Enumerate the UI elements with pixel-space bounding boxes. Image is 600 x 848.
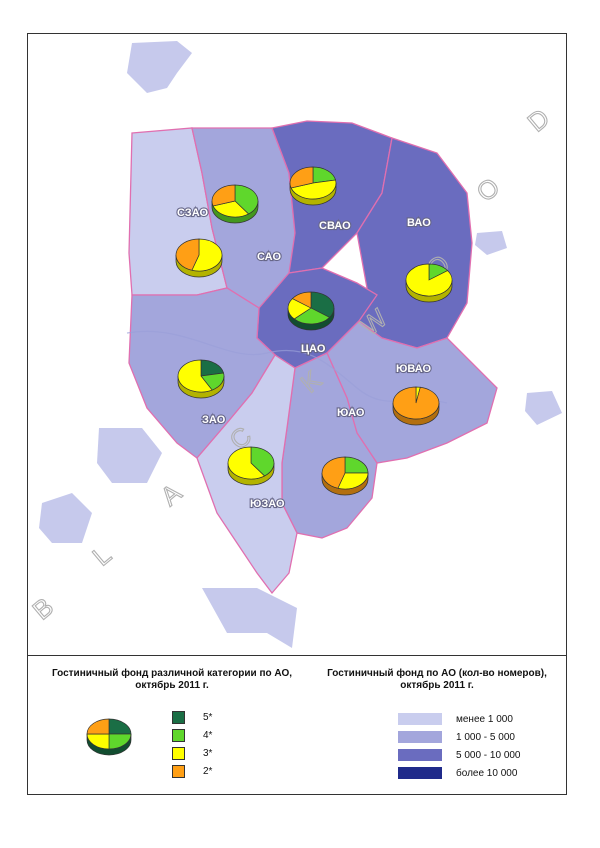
vao-pie-slice-3star <box>405 263 453 297</box>
pie-szao <box>175 238 223 278</box>
watermark-letter: A <box>155 477 188 512</box>
legend-category-row: 2* <box>172 765 212 778</box>
legend-band-row: более 10 000 <box>398 767 517 779</box>
district-label-cao: ЦАО <box>301 343 326 355</box>
legend-band-label: более 10 000 <box>456 767 518 779</box>
legend-band-label: менее 1 000 <box>456 713 513 725</box>
legend-pie-slice-5star <box>108 718 132 735</box>
yuzao-pie-slice-3star <box>227 446 266 480</box>
pie-yuvao <box>392 386 440 426</box>
cao-pie-slice-5star <box>310 291 335 318</box>
swatch-4star <box>172 729 185 742</box>
legend-right-title: Гостиничный фонд по АО (кол-во номеров),… <box>327 668 547 691</box>
legend-left-title: Гостиничный фонд различной категории по … <box>51 668 293 691</box>
pie-vao <box>405 263 453 303</box>
pie-sao <box>211 184 259 224</box>
legend-band-row: 1 000 - 5 000 <box>398 731 515 743</box>
district-label-zao: ЗАО <box>202 414 226 426</box>
legend-band-row: менее 1 000 <box>398 713 513 725</box>
outer-territory <box>97 428 162 483</box>
pie-svao <box>289 166 337 206</box>
swatch-band-1000-5000 <box>398 731 442 743</box>
district-label-szao: СЗАО <box>177 207 208 219</box>
legend-category-row: 3* <box>172 747 212 760</box>
pie-cao <box>287 291 335 331</box>
watermark-letter: D <box>522 103 556 138</box>
district-label-yuao: ЮАО <box>337 407 365 419</box>
yuao-pie-slice-2star <box>321 456 346 489</box>
sao-pie-slice-3star <box>212 200 250 218</box>
legend-category-label: 3* <box>203 748 213 759</box>
legend-pie-slice-4star <box>108 733 132 750</box>
legend-category-row: 4* <box>172 729 212 742</box>
outer-territory <box>202 588 297 648</box>
legend-pie-slice-2star <box>86 718 110 735</box>
outer-territory <box>39 493 92 543</box>
legend-category-label: 2* <box>203 766 213 777</box>
zao-pie-slice-3star <box>177 359 213 393</box>
swatch-2star <box>172 765 185 778</box>
legend-band-row: 5 000 - 10 000 <box>398 749 521 761</box>
district-label-vao: ВАО <box>407 217 431 229</box>
district-label-svao: СВАО <box>319 220 351 232</box>
legend-category-label: 4* <box>203 730 213 741</box>
watermark-letter: O <box>471 172 506 208</box>
legend-band-label: 5 000 - 10 000 <box>456 749 521 761</box>
district-labels: СЗАО САО СВАО ВАО ЦАО ЗАО ЮВАО ЮАО ЮЗАО <box>176 206 433 511</box>
szao-pie-slice-3star <box>191 238 223 272</box>
swatch-band-gt10000 <box>398 767 442 779</box>
outer-territory <box>127 41 192 93</box>
pie-zao <box>177 359 225 399</box>
cao-pie-slice-4star <box>293 307 331 325</box>
cao-pie-slice-2star <box>291 291 312 309</box>
legend-category-row: 5* <box>172 711 212 724</box>
sao-pie-slice-4star <box>234 184 259 215</box>
pie-yuzao <box>227 446 275 486</box>
district-label-yuzao: ЮЗАО <box>250 498 285 510</box>
legend-band-label: 1 000 - 5 000 <box>456 731 515 743</box>
district-label-yuvao: ЮВАО <box>396 363 432 375</box>
legend-sample-pie <box>86 718 132 756</box>
yuvao-pie-slice-2star <box>392 386 440 420</box>
watermark-letter: L <box>87 539 117 571</box>
watermark-letter: B <box>27 591 59 625</box>
pie-charts <box>175 166 453 496</box>
district-label-sao: САО <box>257 251 281 263</box>
pie-yuao <box>321 456 369 496</box>
swatch-3star <box>172 747 185 760</box>
yuao-pie-slice-3star <box>337 472 369 490</box>
svao-pie-slice-3star <box>290 179 337 200</box>
yuao-pie-slice-4star <box>344 456 369 474</box>
outer-territory <box>525 391 562 425</box>
svao-pie-slice-2star <box>289 166 314 189</box>
sao-pie-slice-2star <box>211 184 236 207</box>
swatch-5star <box>172 711 185 724</box>
swatch-band-lt1000 <box>398 713 442 725</box>
yuzao-pie-slice-4star <box>250 446 275 477</box>
moscow-map: BLACKWOOD СЗАОСАОСВАОВАОЦАОЗАОЮВАОЮАОЮЗА… <box>27 41 562 648</box>
legend: Гостиничный фонд различной категории по … <box>27 655 567 795</box>
legend-pie-slice-3star <box>86 733 110 750</box>
legend-category-label: 5* <box>203 712 213 723</box>
szao-pie-slice-2star <box>175 238 200 271</box>
outer-territory <box>475 231 507 255</box>
swatch-band-5000-10000 <box>398 749 442 761</box>
